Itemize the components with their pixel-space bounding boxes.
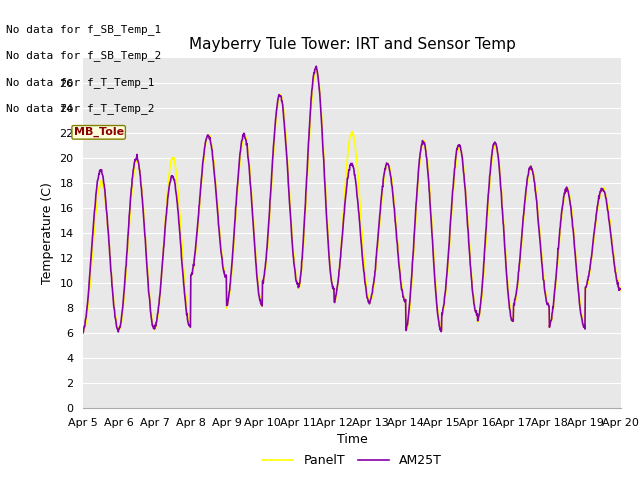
Title: Mayberry Tule Tower: IRT and Sensor Temp: Mayberry Tule Tower: IRT and Sensor Temp xyxy=(189,37,515,52)
AM25T xyxy=(554,259,561,264)
AM25T xyxy=(506,306,514,312)
PanelT xyxy=(79,326,87,332)
AM25T xyxy=(199,160,207,166)
PanelT xyxy=(186,323,193,328)
Y-axis label: Temperature (C): Temperature (C) xyxy=(41,182,54,284)
AM25T xyxy=(312,63,320,69)
Text: No data for f_SB_Temp_2: No data for f_SB_Temp_2 xyxy=(6,50,162,61)
AM25T xyxy=(436,324,444,330)
PanelT xyxy=(312,67,320,72)
Text: MB_Tole: MB_Tole xyxy=(74,127,124,137)
PanelT xyxy=(259,279,267,285)
PanelT xyxy=(617,287,625,293)
PanelT xyxy=(506,307,514,313)
PanelT xyxy=(199,166,207,172)
PanelT xyxy=(436,322,444,327)
AM25T xyxy=(79,330,87,336)
PanelT xyxy=(554,262,561,267)
Text: No data for f_T_Temp_2: No data for f_T_Temp_2 xyxy=(6,103,155,114)
X-axis label: Time: Time xyxy=(337,433,367,446)
Legend: PanelT, AM25T: PanelT, AM25T xyxy=(257,449,447,472)
Line: PanelT: PanelT xyxy=(83,70,621,331)
AM25T xyxy=(617,287,625,292)
Text: No data for f_T_Temp_1: No data for f_T_Temp_1 xyxy=(6,77,155,88)
Line: AM25T: AM25T xyxy=(83,66,621,333)
AM25T xyxy=(259,277,267,283)
Text: No data for f_SB_Temp_1: No data for f_SB_Temp_1 xyxy=(6,24,162,35)
AM25T xyxy=(186,324,193,329)
PanelT xyxy=(438,328,445,334)
